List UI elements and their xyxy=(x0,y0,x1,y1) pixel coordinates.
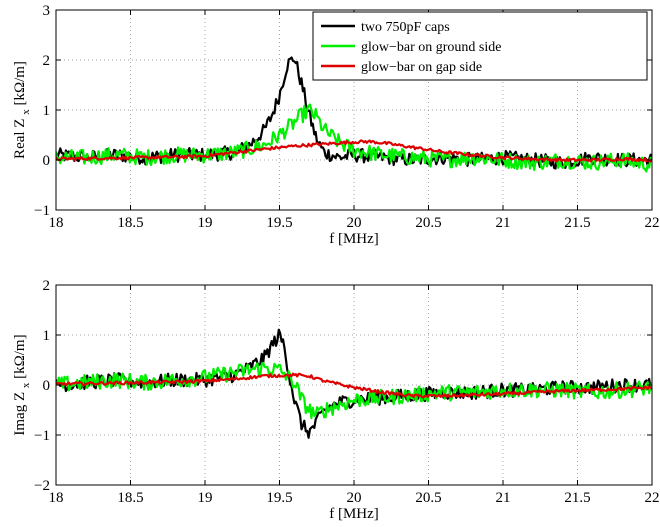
x-tick-label: 19 xyxy=(198,215,213,231)
x-tick-label: 21 xyxy=(496,490,511,506)
panel-1: 18 18.5 19 19.5 20 20.5 21 21.5 22 −1 0 1 2 3 f [MHz] R… xyxy=(12,3,660,247)
series-line-2 xyxy=(56,361,652,420)
x-tick-label: 21 xyxy=(496,215,511,231)
x-tick-label: 19 xyxy=(198,490,213,506)
y-tick-label: 1 xyxy=(43,103,51,119)
x-tick-label: 20.5 xyxy=(415,490,441,506)
series-line-3 xyxy=(56,372,652,399)
series-line-3 xyxy=(56,139,652,163)
x-tick-label: 20.5 xyxy=(415,215,441,231)
y-tick-label: 0 xyxy=(43,378,51,394)
x-tick-label: 19.5 xyxy=(266,490,292,506)
series-line-2 xyxy=(56,103,652,173)
y-tick-label: −2 xyxy=(34,478,50,494)
x-axis-label: f [MHz] xyxy=(329,506,379,522)
x-tick-label: 21.5 xyxy=(564,215,590,231)
y-tick-label: 0 xyxy=(43,153,51,169)
x-tick-label: 18.5 xyxy=(117,215,143,231)
x-axis-label: f [MHz] xyxy=(329,231,379,247)
series-line-1 xyxy=(56,328,652,439)
y-axis-label: Imag Z x [kΩ/m] xyxy=(12,334,32,435)
y-tick-label: −1 xyxy=(34,203,50,219)
x-tick-label: 18 xyxy=(49,490,64,506)
x-tick-label: 22 xyxy=(645,215,660,231)
y-tick-label: 2 xyxy=(43,53,51,69)
legend-label: glow−bar on gap side xyxy=(361,60,482,75)
x-tick-label: 22 xyxy=(645,490,660,506)
x-tick-label: 18.5 xyxy=(117,490,143,506)
y-tick-label: 2 xyxy=(43,278,51,294)
y-tick-label: −1 xyxy=(34,428,50,444)
legend-label: two 750pF caps xyxy=(361,20,450,35)
x-tick-label: 20 xyxy=(347,490,362,506)
legend: two 750pF caps glow−bar on ground side glo… xyxy=(312,11,648,81)
x-tick-label: 20 xyxy=(347,215,362,231)
panel-2: 18 18.5 19 19.5 20 20.5 21 21.5 22 −2 −1 0 1 2 f [MHz]… xyxy=(12,278,660,522)
y-axis-label: Real Z x [kΩ/m] xyxy=(12,61,32,159)
x-tick-label: 21.5 xyxy=(564,490,590,506)
legend-box xyxy=(312,11,648,81)
x-tick-label: 18 xyxy=(49,215,64,231)
y-tick-label: 1 xyxy=(43,328,51,344)
x-tick-label: 19.5 xyxy=(266,215,292,231)
y-tick-label: 3 xyxy=(43,3,51,19)
legend-label: glow−bar on ground side xyxy=(361,40,502,55)
